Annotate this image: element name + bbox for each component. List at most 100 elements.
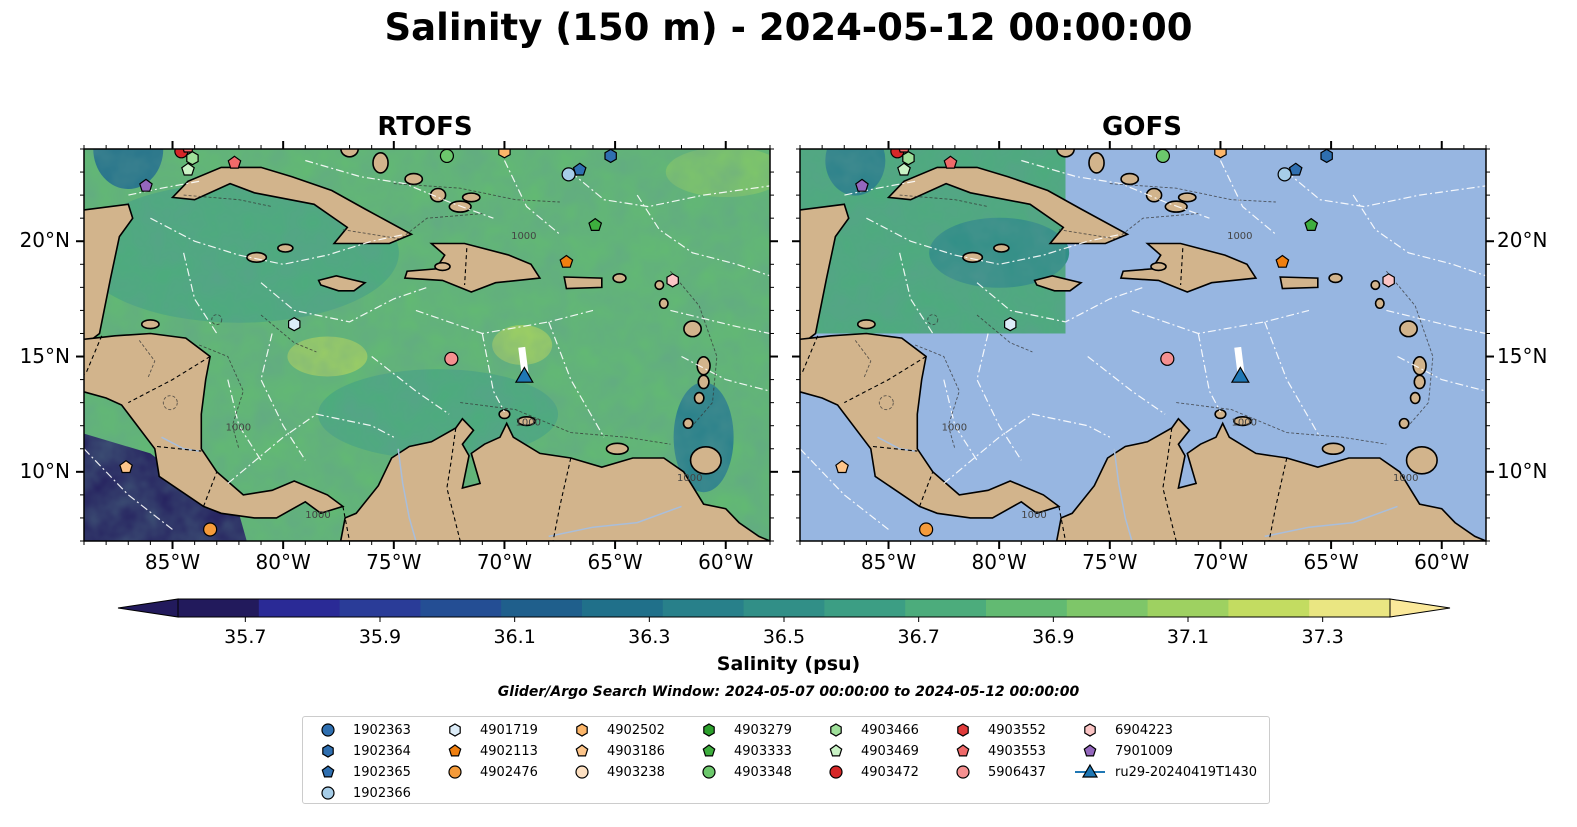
legend-label: ru29-20240419T1430 <box>1115 764 1258 780</box>
lon-tick-label: 70°W <box>476 550 533 574</box>
small-island <box>404 172 424 186</box>
contour-label: 1000 <box>942 422 967 433</box>
float-marker-4903186 <box>119 459 133 474</box>
contour-label: 1000 <box>677 473 702 484</box>
float-marker-4903466 <box>186 151 199 166</box>
lat-tick-label-left: 20°N <box>19 228 70 253</box>
legend-item-4903238: 4903238 <box>567 762 665 782</box>
legend-item-1902363: 1902363 <box>313 720 411 740</box>
map-panel-gofs: 1000 1000 1000 1000 1000 <box>792 141 1494 549</box>
float-marker-4903553 <box>943 155 958 169</box>
legend-label: 4903472 <box>861 764 919 780</box>
lon-tick-label: 80°W <box>255 550 311 574</box>
search-window-caption: Glider/Argo Search Window: 2024-05-07 00… <box>497 684 1080 700</box>
float-marker-4902502 <box>1214 149 1227 159</box>
legend-marker-icon <box>702 744 716 757</box>
float-marker-7901009 <box>855 178 869 192</box>
float-marker-5906437 <box>444 351 459 366</box>
small-island <box>517 415 537 427</box>
country-borders <box>800 248 1288 541</box>
country-borders <box>84 248 572 541</box>
legend-label: 1902364 <box>353 743 411 759</box>
legend-marker-icon <box>1084 723 1096 737</box>
colorbar-tick-label: 36.9 <box>1032 626 1075 648</box>
lon-tick-label: 75°W <box>366 550 422 574</box>
legend-label: 1902363 <box>353 722 411 738</box>
small-island <box>1145 187 1163 203</box>
lon-tick-label: 80°W <box>971 550 1027 574</box>
float-marker-4903333 <box>588 217 603 232</box>
legend-marker-icon <box>702 765 716 779</box>
legend-marker-icon <box>321 786 335 800</box>
eez-boundaries <box>800 159 1486 530</box>
lat-tick-label-right: 15°N <box>1497 343 1548 368</box>
yucatan-landmass <box>84 203 134 343</box>
legend-label: 4903348 <box>734 764 792 780</box>
small-island <box>1374 297 1385 310</box>
contour-label: 1000 <box>1232 418 1257 429</box>
float-marker-4902113 <box>1275 254 1290 268</box>
lon-tick-label: 70°W <box>1192 550 1249 574</box>
colorbar-bin <box>1309 599 1391 617</box>
float-marker-4903469 <box>181 162 195 176</box>
legend-marker-icon <box>956 765 970 779</box>
float-marker-1902364 <box>1320 149 1333 164</box>
colorbar-tick-label: 36.7 <box>897 626 940 648</box>
legend-label: 5906437 <box>988 764 1046 780</box>
legend-item-ru29-20240419T1430: ru29-20240419T1430 <box>1075 762 1257 782</box>
legend-marker-icon <box>575 765 589 779</box>
cuba-landmass <box>170 166 414 245</box>
small-island <box>1328 273 1343 284</box>
land-masses <box>84 131 770 541</box>
panel-title-gofs: GOFS <box>1102 112 1182 142</box>
legend-item-4903552: 4903552 <box>948 720 1046 740</box>
contour-label: 1000 <box>516 418 541 429</box>
small-island <box>1399 320 1418 338</box>
small-island <box>1398 417 1410 429</box>
small-island <box>1088 151 1105 174</box>
colorbar-label: Salinity (psu) <box>716 653 861 675</box>
lon-tick-label: 85°W <box>144 550 201 574</box>
map-frame <box>799 148 1487 542</box>
legend-label: 1902365 <box>353 764 411 780</box>
legend-item-4903279: 4903279 <box>694 720 792 740</box>
small-island <box>682 417 694 429</box>
legend-marker-icon <box>956 744 970 757</box>
float-marker-6904223 <box>666 273 679 288</box>
small-island <box>1233 415 1253 427</box>
legend-item-4903472: 4903472 <box>821 762 919 782</box>
legend-marker-icon <box>957 723 969 737</box>
colorbar-bin <box>743 599 825 617</box>
small-island <box>697 374 710 390</box>
map-panel-rtofs: 1000 1000 1000 1000 1000 <box>76 141 778 549</box>
legend-label: 4903279 <box>734 722 792 738</box>
colorbar-bin <box>582 599 664 617</box>
legend-marker-icon <box>448 744 462 757</box>
lon-tick-label: 75°W <box>1082 550 1138 574</box>
legend-label: 4903186 <box>607 743 665 759</box>
small-island <box>683 320 702 338</box>
colorbar-tick-label: 37.1 <box>1166 626 1210 648</box>
frame-ticks <box>792 141 1494 549</box>
legend-item-4903469: 4903469 <box>821 741 919 761</box>
legend-label: 6904223 <box>1115 722 1173 738</box>
small-island <box>1409 391 1421 405</box>
colorbar-tick-label: 36.3 <box>628 626 671 648</box>
colorbar-extend-high <box>1389 598 1451 618</box>
small-island <box>1370 279 1381 291</box>
small-island <box>654 279 665 291</box>
central-america-landmass <box>800 332 1061 519</box>
legend-item-4902502: 4902502 <box>567 720 665 740</box>
float-marker-4903553 <box>182 149 194 153</box>
legend-item-4903553: 4903553 <box>948 741 1046 761</box>
small-island <box>1405 445 1438 475</box>
jamaica-landmass <box>1033 274 1083 292</box>
small-island <box>605 442 629 456</box>
colorbar-bin <box>1228 599 1310 617</box>
central-america-landmass <box>84 332 345 519</box>
florida-landmass <box>933 131 993 145</box>
legend-marker-icon <box>321 765 335 778</box>
small-island <box>1150 261 1167 272</box>
frame-ticks <box>76 141 778 549</box>
florida-landmass <box>217 131 277 145</box>
